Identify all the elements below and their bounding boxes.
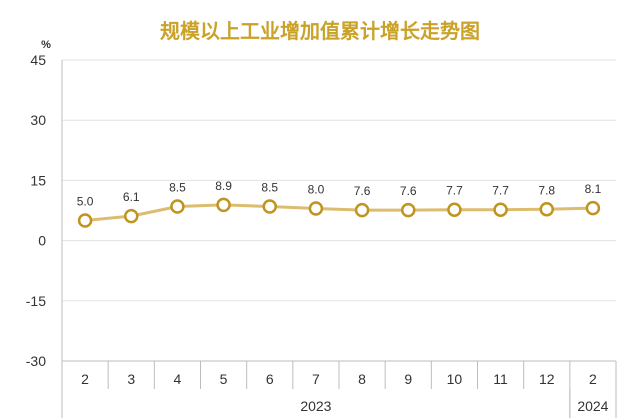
- data-label: 7.8: [538, 183, 555, 197]
- y-tick-label: 45: [30, 52, 46, 68]
- x-category-label: 7: [312, 371, 320, 387]
- x-category-label: 2: [81, 371, 89, 387]
- data-point: [493, 202, 508, 217]
- data-label: 8.0: [308, 182, 325, 196]
- x-category-label: 10: [447, 371, 463, 387]
- x-category-label: 12: [539, 371, 555, 387]
- x-category-label: 11: [493, 371, 508, 387]
- data-point: [308, 201, 324, 216]
- y-tick-label: 0: [38, 233, 46, 249]
- data-label: 7.6: [354, 184, 371, 198]
- data-point: [354, 202, 370, 218]
- data-label: 7.7: [492, 184, 509, 198]
- x-year-label: 2023: [300, 398, 331, 414]
- y-tick-label: -15: [26, 293, 46, 309]
- data-label: 7.6: [400, 184, 417, 198]
- data-label: 8.5: [169, 180, 186, 194]
- data-label: 6.1: [123, 190, 140, 204]
- chart-title: 规模以上工业增加值累计增长走势图: [160, 19, 480, 43]
- data-point: [262, 199, 277, 214]
- data-labels: 5.0 6.1 8.5 8.9 8.5 8.0 7.6 7.6 7.7 7.7 7.8 8.1: [77, 179, 602, 209]
- y-tick-label: 30: [30, 112, 46, 128]
- x-category-label: 5: [220, 371, 228, 387]
- x-category-label: 9: [404, 371, 412, 387]
- x-category-label: 8: [358, 371, 366, 387]
- data-label: 8.5: [261, 180, 278, 194]
- data-label: 8.1: [585, 182, 602, 196]
- data-point: [77, 213, 93, 228]
- x-category-label: 2: [589, 371, 597, 387]
- x-category-label: 4: [174, 371, 182, 387]
- data-point: [124, 208, 139, 224]
- data-point: [216, 197, 231, 213]
- x-category-label: 6: [266, 371, 274, 387]
- x-year-label: 2024: [577, 398, 608, 414]
- series-line: [83, 203, 595, 223]
- data-label: 5.0: [77, 195, 94, 209]
- y-tick-label: 15: [30, 172, 46, 188]
- data-label: 7.7: [446, 184, 463, 198]
- data-point: [170, 199, 185, 214]
- data-point: [585, 200, 601, 216]
- y-axis-unit: %: [41, 39, 51, 51]
- data-point: [539, 202, 554, 217]
- series: [77, 197, 601, 228]
- x-category-label: 3: [127, 371, 135, 387]
- data-point: [447, 202, 462, 217]
- y-tick-label: -30: [26, 353, 46, 369]
- x-axis-categories: 2 3 4 5 6 7 8 9 10 11 12 2 2023 2024: [61, 361, 617, 418]
- data-label: 8.9: [215, 179, 232, 193]
- data-point: [401, 202, 416, 218]
